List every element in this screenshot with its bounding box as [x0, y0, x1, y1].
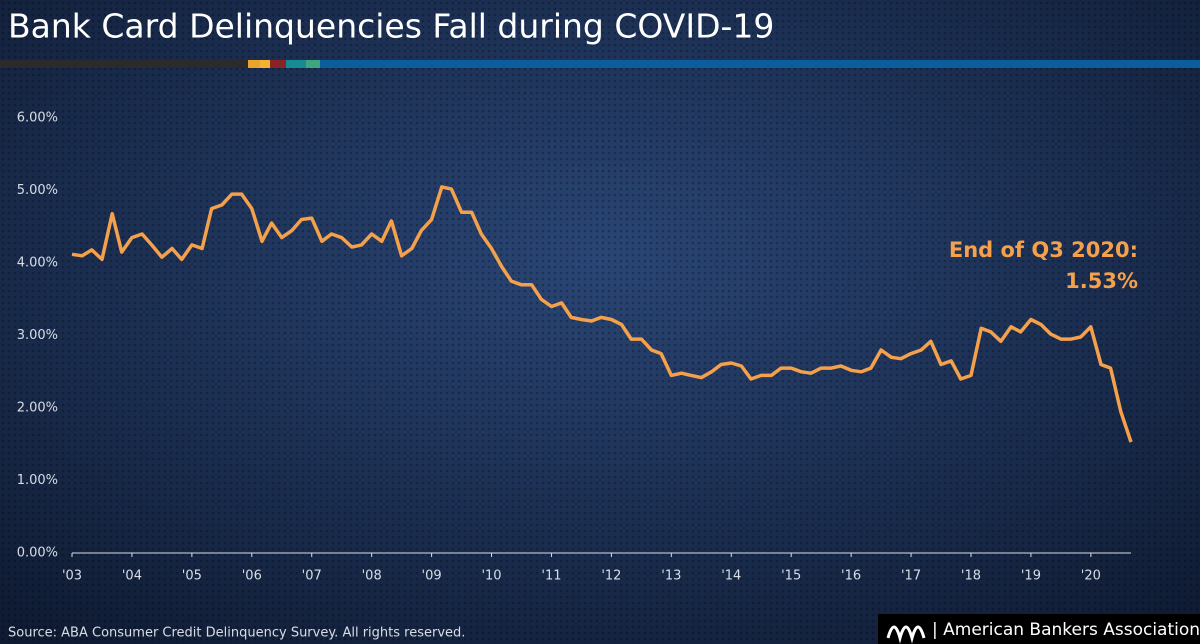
source: Source: ABA Consumer Credit Delinquency … — [8, 626, 465, 641]
color-bar-segment — [286, 60, 306, 68]
annotation: 1.53% — [1065, 269, 1138, 293]
x-tick-label: '04 — [122, 569, 142, 584]
logo-text: | American Bankers Association — [932, 620, 1200, 640]
annotation: End of Q3 2020: — [949, 238, 1138, 262]
y-tick-label: 2.00% — [17, 401, 58, 416]
x-tick-label: '14 — [721, 569, 741, 584]
y-tick-label: 5.00% — [17, 183, 58, 198]
x-tick-label: '10 — [481, 569, 501, 584]
x-tick-label: '07 — [302, 569, 322, 584]
y-tick-label: 6.00% — [17, 111, 58, 126]
y-tick-label: 4.00% — [17, 256, 58, 271]
y-tick-label: 0.00% — [17, 546, 58, 561]
x-tick-label: '20 — [1081, 569, 1101, 584]
color-bar-segment — [270, 60, 286, 68]
x-tick-label: '18 — [961, 569, 981, 584]
color-bar-segment — [306, 60, 320, 68]
logo-background — [878, 614, 1200, 644]
color-bar-segment — [0, 60, 248, 68]
color-bar-segment — [248, 60, 260, 68]
x-tick-label: '09 — [422, 569, 442, 584]
x-tick-label: '19 — [1021, 569, 1041, 584]
x-tick-label: '17 — [901, 569, 921, 584]
x-tick-label: '03 — [62, 569, 82, 584]
logo: | American Bankers Association — [878, 614, 1200, 644]
logo-mark — [886, 625, 926, 644]
chart-title: Bank Card Delinquencies Fall during COVI… — [8, 7, 774, 46]
line — [71, 185, 1133, 443]
color-bar-segment — [320, 60, 1200, 68]
x-tick-label: '08 — [362, 569, 382, 584]
x-tick-label: '16 — [841, 569, 861, 584]
y-tick-label: 3.00% — [17, 328, 58, 343]
x-tick-label: '11 — [541, 569, 561, 584]
x-tick-label: '12 — [601, 569, 621, 584]
x-tick-label: '06 — [242, 569, 262, 584]
x-tick-label: '05 — [182, 569, 202, 584]
color-bar — [0, 60, 1200, 68]
x-tick-label: '15 — [781, 569, 801, 584]
color-bar-segment — [260, 60, 270, 68]
y-tick-label: 1.00% — [17, 473, 58, 488]
x-tick-label: '13 — [661, 569, 681, 584]
